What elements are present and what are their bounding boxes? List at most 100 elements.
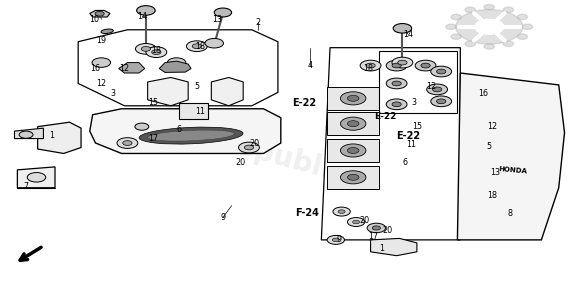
Circle shape (340, 144, 366, 157)
Text: 13: 13 (212, 15, 222, 24)
Circle shape (392, 102, 401, 107)
Circle shape (427, 84, 448, 95)
Circle shape (437, 69, 446, 74)
Text: 20: 20 (383, 226, 393, 235)
Circle shape (433, 87, 442, 92)
Circle shape (123, 141, 132, 145)
Text: 4: 4 (307, 61, 312, 70)
Ellipse shape (148, 130, 234, 141)
Ellipse shape (139, 127, 243, 144)
Polygon shape (327, 112, 379, 135)
Text: 13: 13 (490, 168, 500, 177)
Polygon shape (371, 238, 417, 256)
Circle shape (415, 60, 436, 71)
Text: 16: 16 (90, 64, 101, 73)
Circle shape (152, 50, 161, 55)
Text: 9: 9 (336, 235, 341, 244)
Circle shape (503, 7, 514, 13)
Text: 15: 15 (412, 122, 422, 131)
Circle shape (347, 218, 365, 226)
Circle shape (347, 174, 359, 180)
Circle shape (367, 223, 386, 233)
Text: 9: 9 (221, 213, 225, 222)
Polygon shape (327, 139, 379, 162)
Circle shape (333, 207, 350, 216)
Circle shape (332, 238, 339, 242)
Polygon shape (90, 10, 110, 17)
Text: 18: 18 (195, 42, 205, 51)
Circle shape (393, 24, 412, 33)
Circle shape (456, 10, 523, 44)
Circle shape (398, 60, 407, 65)
Text: 7: 7 (24, 182, 28, 191)
Polygon shape (90, 109, 281, 153)
Text: 12: 12 (487, 122, 497, 131)
Polygon shape (17, 167, 55, 188)
Circle shape (347, 95, 359, 101)
Circle shape (386, 78, 407, 89)
Polygon shape (148, 77, 188, 106)
Text: 2: 2 (255, 18, 260, 27)
Circle shape (503, 41, 514, 46)
Circle shape (340, 92, 366, 105)
Circle shape (446, 24, 456, 30)
Circle shape (517, 14, 527, 20)
Circle shape (517, 34, 527, 39)
Polygon shape (159, 61, 191, 72)
Text: 18: 18 (151, 46, 162, 55)
Polygon shape (179, 103, 208, 119)
Circle shape (19, 131, 33, 138)
Ellipse shape (101, 29, 113, 34)
Circle shape (146, 47, 167, 58)
Text: 17: 17 (368, 232, 379, 241)
Circle shape (392, 63, 401, 68)
Text: F-24: F-24 (295, 208, 319, 218)
Circle shape (484, 44, 494, 49)
Polygon shape (327, 87, 379, 110)
Text: republikl: republikl (220, 129, 362, 193)
Text: 1: 1 (380, 244, 384, 253)
Text: 5: 5 (195, 82, 199, 91)
Text: 8: 8 (507, 209, 512, 218)
Circle shape (117, 138, 138, 148)
Text: E-22: E-22 (397, 131, 421, 141)
Circle shape (360, 60, 381, 71)
Circle shape (366, 63, 375, 68)
Circle shape (239, 142, 259, 153)
Text: HONDA: HONDA (498, 166, 527, 174)
Text: 20: 20 (250, 139, 260, 148)
Polygon shape (119, 63, 145, 73)
Circle shape (451, 14, 461, 20)
Circle shape (347, 148, 359, 153)
Text: 16: 16 (478, 89, 489, 98)
Text: 18: 18 (487, 191, 497, 200)
Circle shape (205, 38, 223, 48)
Text: 14: 14 (403, 30, 413, 39)
Circle shape (27, 173, 46, 182)
Circle shape (340, 171, 366, 184)
Text: 17: 17 (148, 134, 159, 143)
Circle shape (386, 99, 407, 110)
Text: 5: 5 (487, 142, 492, 150)
Circle shape (372, 226, 380, 230)
Text: 19: 19 (96, 36, 107, 45)
Circle shape (475, 19, 504, 34)
Circle shape (484, 4, 494, 10)
Circle shape (353, 220, 360, 224)
Polygon shape (457, 73, 565, 240)
Text: 14: 14 (137, 12, 147, 21)
Text: 18: 18 (362, 64, 373, 73)
Circle shape (141, 46, 151, 51)
Text: 11: 11 (195, 107, 205, 116)
Text: 12: 12 (426, 82, 437, 91)
Circle shape (347, 121, 359, 127)
Circle shape (95, 11, 104, 16)
Circle shape (214, 8, 232, 17)
Circle shape (465, 41, 475, 46)
Circle shape (340, 117, 366, 130)
Text: E-22: E-22 (292, 98, 317, 108)
Circle shape (431, 96, 452, 107)
Circle shape (421, 63, 430, 68)
Polygon shape (327, 166, 379, 189)
Circle shape (392, 57, 413, 68)
